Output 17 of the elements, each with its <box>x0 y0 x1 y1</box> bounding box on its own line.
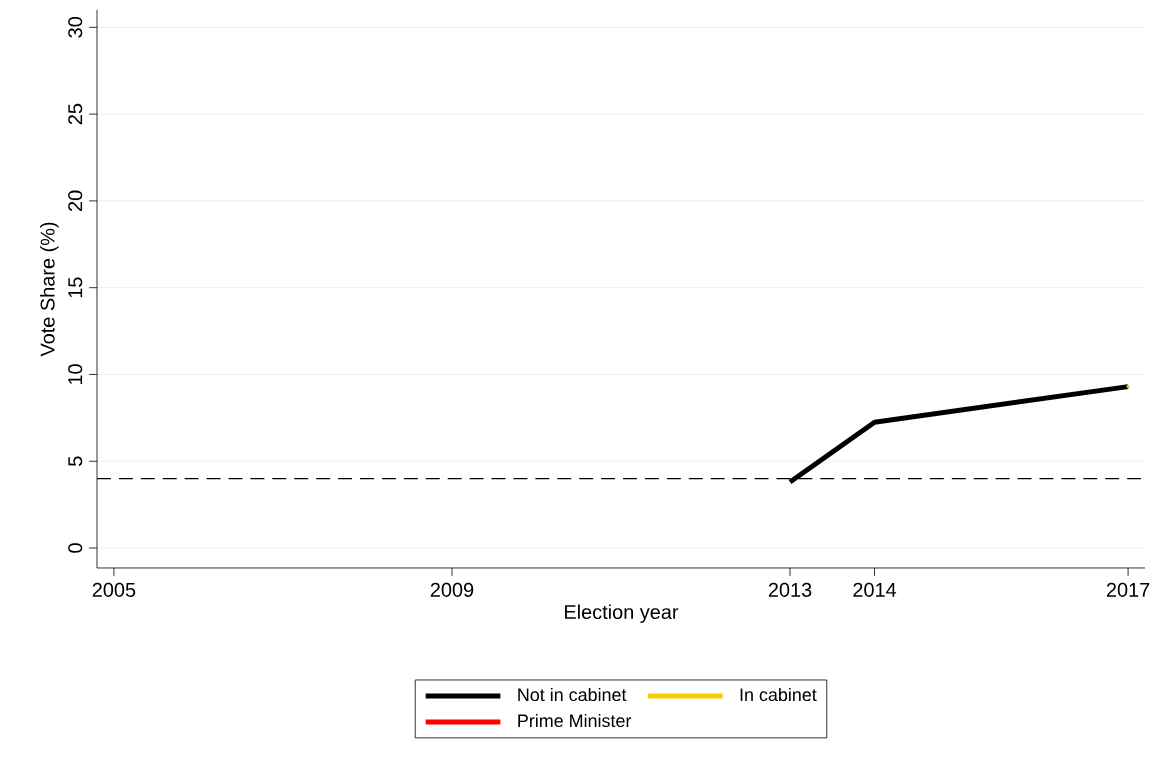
legend-label: Not in cabinet <box>518 687 627 702</box>
x-tick-label: 2005 <box>92 582 136 597</box>
x-tick-label: 2014 <box>853 582 897 597</box>
x-tick-label: 2009 <box>430 582 474 597</box>
y-axis-title: Vote Share (%) <box>40 222 59 357</box>
y-tick-label: 0 <box>68 543 83 553</box>
y-tick-label: 30 <box>68 17 83 38</box>
x-tick-label: 2013 <box>768 582 812 597</box>
y-tick-label: 5 <box>68 456 83 466</box>
legend-label: Prime Minister <box>518 713 632 728</box>
y-tick-label: 15 <box>68 277 83 298</box>
y-tick-label: 25 <box>68 103 83 125</box>
x-tick-label: 2017 <box>1106 582 1150 597</box>
legend-label: In cabinet <box>740 687 817 702</box>
y-tick-label: 10 <box>68 364 83 385</box>
x-axis-title: Election year <box>565 604 679 623</box>
y-tick-label: 20 <box>68 190 83 211</box>
